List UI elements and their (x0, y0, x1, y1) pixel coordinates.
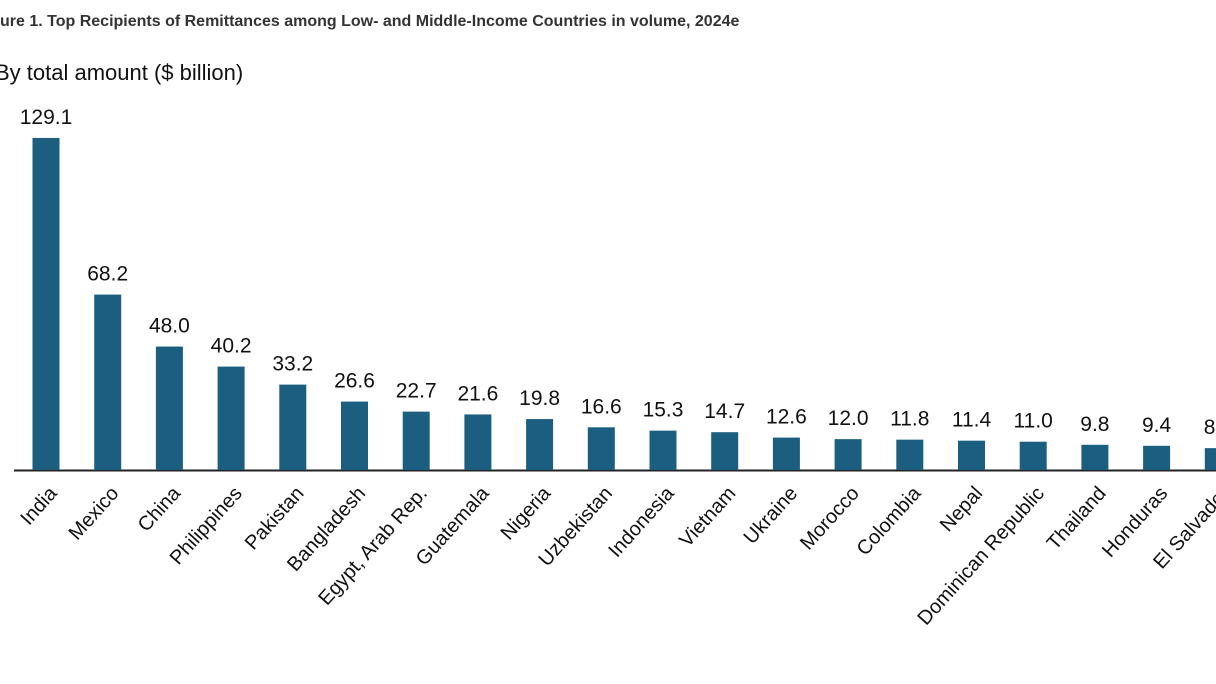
bar (958, 440, 985, 470)
x-tick-label: Dominican Republic (914, 483, 1049, 630)
value-label: 11.4 (952, 409, 992, 432)
bar (217, 366, 245, 470)
value-label: 15.3 (643, 399, 684, 422)
value-label: 9.8 (1080, 413, 1109, 436)
value-label: 11.8 (890, 408, 929, 431)
value-label: 11.0 (1014, 410, 1053, 433)
bar (1204, 448, 1216, 470)
bar (896, 439, 924, 470)
x-tick-label: Ukraine (740, 483, 802, 549)
x-tick-label: Egypt, Arab Rep. (314, 483, 432, 610)
chart-title: ure 1. Top Recipients of Remittances amo… (0, 13, 739, 30)
bar (464, 414, 492, 470)
x-tick-label: Mexico (65, 483, 124, 545)
value-label: 16.6 (581, 395, 622, 418)
bar (402, 411, 430, 470)
x-tick-label: Indonesia (604, 482, 679, 562)
value-label: 22.7 (396, 380, 437, 403)
value-label: 8.5 (1204, 416, 1216, 439)
bar (711, 432, 739, 470)
value-label: 26.6 (334, 370, 375, 393)
bar (279, 384, 307, 470)
value-label: 21.6 (457, 382, 498, 405)
bar (526, 419, 554, 470)
x-tick-label: Colombia (853, 482, 926, 560)
bar (834, 439, 862, 470)
x-tick-label: India (16, 482, 62, 530)
value-label: 33.2 (272, 353, 313, 376)
bar (1143, 445, 1171, 470)
bar (772, 437, 800, 470)
x-tick-label: Nigeria (497, 482, 556, 544)
value-label: 129.1 (20, 106, 73, 129)
chart-subtitle: By total amount ($ billion) (0, 60, 243, 85)
value-label: 68.2 (87, 263, 128, 286)
bar (1019, 441, 1047, 470)
x-tick-label: China (134, 482, 186, 536)
bar (587, 427, 615, 470)
value-label: 48.0 (149, 315, 190, 338)
bar (155, 346, 183, 470)
bar (1081, 444, 1109, 470)
x-tick-label: Vietnam (675, 483, 740, 552)
value-label: 14.7 (704, 400, 745, 423)
bar (649, 430, 677, 470)
value-label: 40.2 (211, 335, 252, 358)
value-label: 9.4 (1142, 414, 1172, 437)
value-label: 19.8 (519, 387, 560, 410)
bar (341, 401, 368, 470)
x-tick-label: Nepal (936, 483, 987, 537)
value-label: 12.0 (828, 407, 869, 430)
bar (32, 137, 60, 470)
bar (94, 294, 122, 470)
value-label: 12.6 (766, 406, 807, 429)
